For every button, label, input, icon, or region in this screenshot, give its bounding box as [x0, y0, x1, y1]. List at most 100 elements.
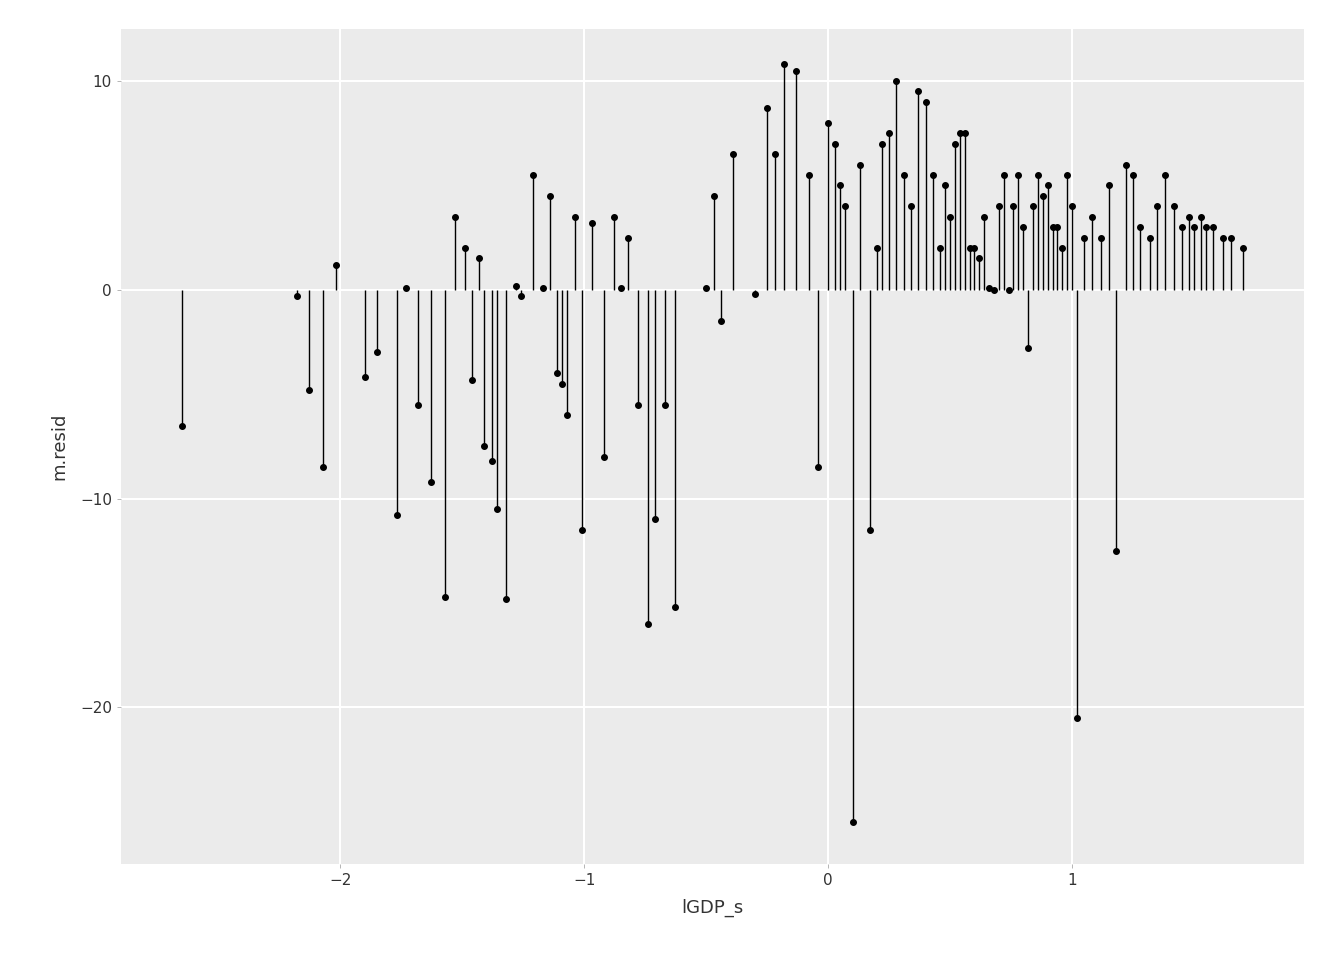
Point [922, 167, 943, 182]
Point [505, 278, 527, 294]
Point [1146, 199, 1168, 214]
Point [930, 240, 952, 255]
Point [367, 345, 388, 360]
Point [871, 136, 892, 152]
Point [644, 512, 665, 527]
Point [934, 178, 956, 193]
Point [603, 209, 625, 225]
Point [1122, 167, 1144, 182]
Point [454, 240, 476, 255]
Point [655, 397, 676, 413]
Point [786, 63, 808, 79]
Point [841, 814, 863, 829]
Point [386, 508, 407, 523]
Point [532, 280, 554, 296]
Point [954, 126, 976, 141]
Point [556, 407, 578, 422]
Point [722, 147, 743, 162]
Point [907, 84, 929, 99]
Point [695, 280, 716, 296]
Point [745, 286, 766, 301]
Point [325, 257, 347, 273]
Point [879, 126, 900, 141]
Point [997, 282, 1019, 298]
Point [1051, 240, 1073, 255]
Point [757, 101, 778, 116]
Point [710, 314, 731, 329]
Point [171, 418, 192, 433]
Point [703, 188, 724, 204]
Point [984, 282, 1005, 298]
Point [469, 251, 491, 266]
Point [481, 453, 503, 468]
Point [763, 147, 785, 162]
Point [1220, 230, 1242, 246]
Point [825, 136, 847, 152]
Point [551, 376, 573, 392]
Point [1232, 240, 1254, 255]
Point [988, 199, 1009, 214]
Point [1008, 167, 1030, 182]
Point [866, 240, 887, 255]
Point [1164, 199, 1185, 214]
Point [945, 136, 966, 152]
Point [993, 167, 1015, 182]
Point [1017, 341, 1039, 356]
Point [808, 460, 829, 475]
Point [395, 280, 417, 296]
Point [1116, 156, 1137, 172]
Point [1074, 230, 1095, 246]
Point [1171, 220, 1192, 235]
Point [581, 215, 602, 230]
Point [563, 209, 585, 225]
Point [1036, 178, 1058, 193]
Point [571, 522, 593, 538]
Point [496, 591, 517, 607]
Point [1027, 167, 1048, 182]
Point [1183, 220, 1204, 235]
Point [539, 188, 560, 204]
Point [798, 167, 820, 182]
Point [817, 115, 839, 131]
Point [628, 397, 649, 413]
Point [1154, 167, 1176, 182]
Point [419, 474, 441, 490]
Point [1203, 220, 1224, 235]
Point [939, 209, 961, 225]
Point [859, 522, 880, 538]
Point [485, 501, 507, 516]
Point [829, 178, 851, 193]
Point [1023, 199, 1044, 214]
Point [1081, 209, 1102, 225]
Point [1105, 543, 1126, 559]
Point [1179, 209, 1200, 225]
Point [610, 280, 632, 296]
Point [313, 460, 335, 475]
Point [593, 449, 614, 465]
Point [964, 240, 985, 255]
Point [1140, 230, 1161, 246]
Point [1032, 188, 1054, 204]
Point [886, 73, 907, 88]
Point [1042, 220, 1063, 235]
Point [1195, 220, 1216, 235]
Point [1191, 209, 1212, 225]
Point [286, 288, 308, 303]
Point [1090, 230, 1111, 246]
Point [973, 209, 995, 225]
Point [978, 280, 1000, 296]
Point [617, 230, 638, 246]
Point [473, 439, 495, 454]
Point [958, 240, 980, 255]
Point [547, 366, 569, 381]
Point [892, 167, 914, 182]
Point [407, 397, 429, 413]
Point [1129, 220, 1150, 235]
Point [1047, 220, 1068, 235]
Point [1212, 230, 1234, 246]
Point [298, 382, 320, 397]
Point [969, 251, 991, 266]
Point [949, 126, 970, 141]
Point [434, 589, 456, 605]
Point [1056, 167, 1078, 182]
